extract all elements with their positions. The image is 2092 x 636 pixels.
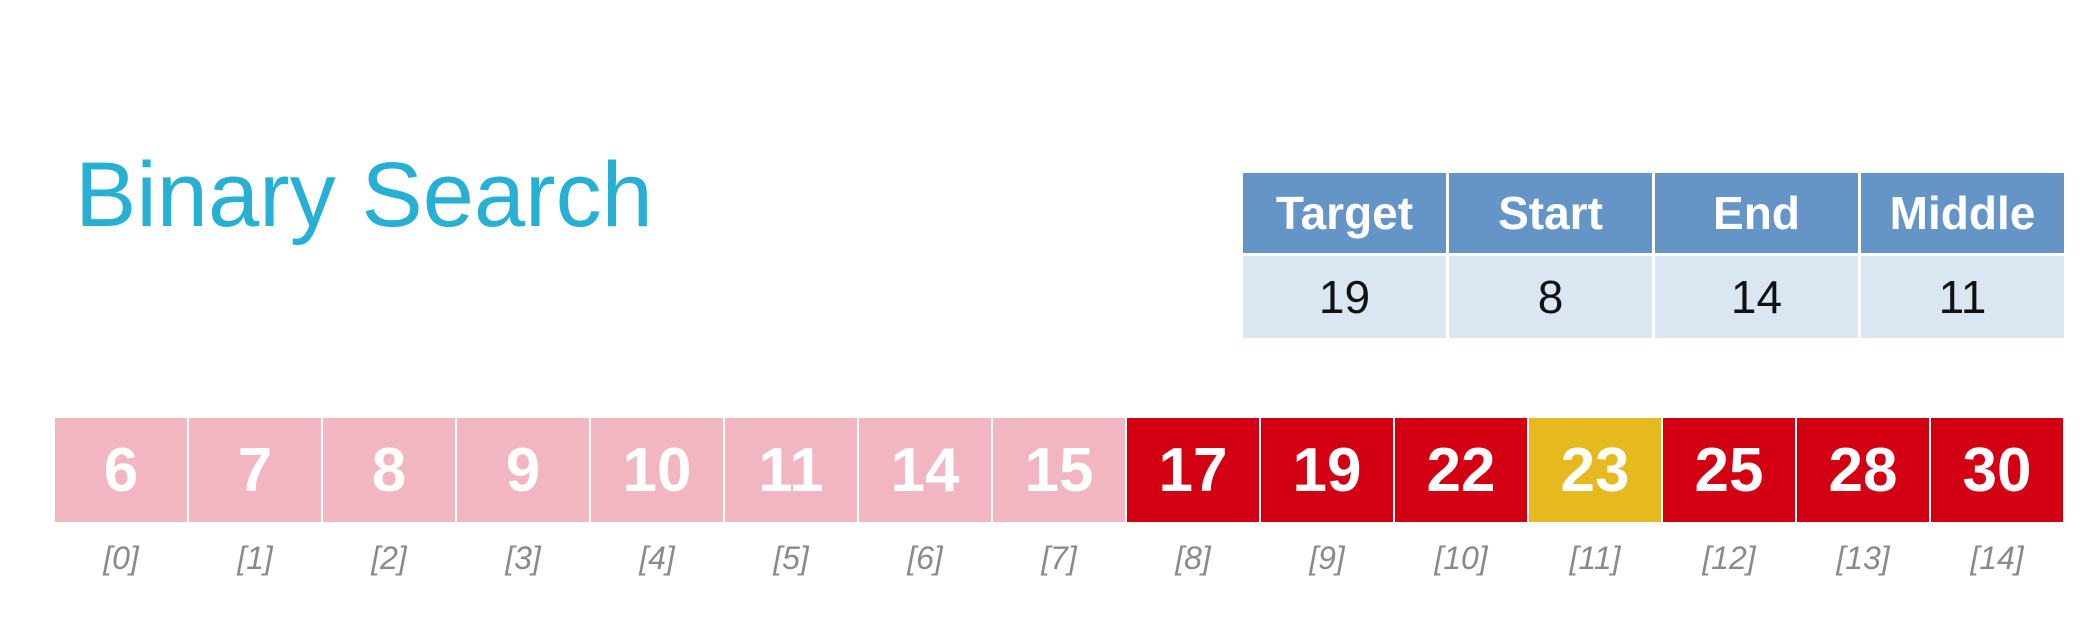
array-cell-11: 23: [1529, 418, 1661, 522]
array-index-5: [5]: [773, 540, 809, 576]
array-cell-14: 30: [1931, 418, 2063, 522]
array-cell-2: 8: [323, 418, 455, 522]
start-value: 8: [1449, 256, 1652, 338]
array-index-13: [13]: [1836, 540, 1890, 576]
array-index-9: [9]: [1309, 540, 1345, 576]
array-index-12: [12]: [1702, 540, 1756, 576]
middle-header: Middle: [1861, 173, 2064, 253]
array-index-11: [11]: [1569, 540, 1621, 576]
slide-title: Binary Search: [75, 144, 653, 246]
array-cell-7: 15: [993, 418, 1125, 522]
array-cell-4: 10: [591, 418, 723, 522]
array-indices: [0] [1] [2] [3] [4] [5] [6] [7] [8] [9] [10] [11] [1…: [55, 540, 2063, 577]
array-index-7: [7]: [1041, 540, 1077, 576]
array-cell-3: 9: [457, 418, 589, 522]
array-cell-6: 14: [859, 418, 991, 522]
array-cell-13: 28: [1797, 418, 1929, 522]
middle-value: 11: [1861, 256, 2064, 338]
array-index-10: [10]: [1434, 540, 1488, 576]
variables-table: Target Start End Middle 19 8 14 11: [1240, 170, 2067, 341]
target-value: 19: [1243, 256, 1446, 338]
end-header: End: [1655, 173, 1858, 253]
array-index-8: [8]: [1175, 540, 1211, 576]
array-cell-9: 19: [1261, 418, 1393, 522]
array-cell-0: 6: [55, 418, 187, 522]
start-header: Start: [1449, 173, 1652, 253]
array-index-3: [3]: [505, 540, 541, 576]
array-index-0: [0]: [103, 540, 139, 576]
array-cell-12: 25: [1663, 418, 1795, 522]
array-index-1: [1]: [237, 540, 273, 576]
array-cell-8: 17: [1127, 418, 1259, 522]
array-index-4: [4]: [639, 540, 675, 576]
array-cell-5: 11: [725, 418, 857, 522]
variables-value-row: 19 8 14 11: [1243, 256, 2064, 338]
array-index-6: [6]: [907, 540, 943, 576]
array-cell-1: 7: [189, 418, 321, 522]
target-header: Target: [1243, 173, 1446, 253]
array-index-14: [14]: [1970, 540, 2024, 576]
array-cell-10: 22: [1395, 418, 1527, 522]
array-index-2: [2]: [371, 540, 407, 576]
variables-header-row: Target Start End Middle: [1243, 173, 2064, 253]
end-value: 14: [1655, 256, 1858, 338]
array-cells: 6 7 8 9 10 11 14 15 17 19 22 23 25 28 30: [55, 418, 2063, 522]
